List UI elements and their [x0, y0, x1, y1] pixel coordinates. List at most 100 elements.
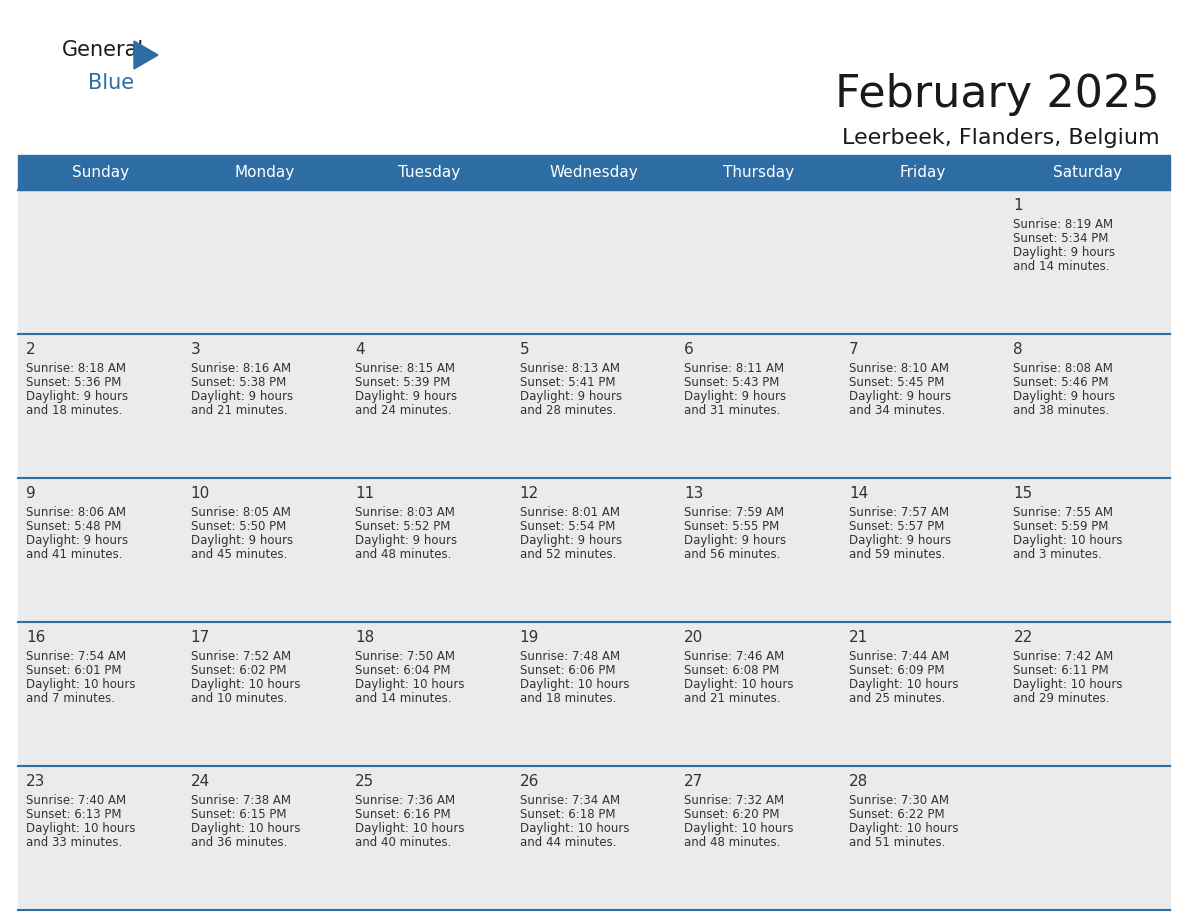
Bar — [18, 155, 1170, 190]
Text: Sunrise: 8:05 AM: Sunrise: 8:05 AM — [190, 506, 290, 519]
Text: Daylight: 9 hours: Daylight: 9 hours — [190, 390, 292, 403]
Text: Sunrise: 7:30 AM: Sunrise: 7:30 AM — [849, 794, 949, 807]
Text: Sunrise: 7:54 AM: Sunrise: 7:54 AM — [26, 650, 126, 663]
Text: Sunset: 5:46 PM: Sunset: 5:46 PM — [1013, 376, 1108, 389]
Text: Daylight: 9 hours: Daylight: 9 hours — [355, 534, 457, 547]
Text: Sunset: 5:50 PM: Sunset: 5:50 PM — [190, 520, 286, 533]
Text: 16: 16 — [26, 630, 45, 645]
Text: Sunset: 6:22 PM: Sunset: 6:22 PM — [849, 808, 944, 821]
Text: 21: 21 — [849, 630, 868, 645]
Text: and 45 minutes.: and 45 minutes. — [190, 548, 287, 561]
Text: and 38 minutes.: and 38 minutes. — [1013, 404, 1110, 417]
Text: Daylight: 9 hours: Daylight: 9 hours — [190, 534, 292, 547]
Text: 2: 2 — [26, 342, 36, 357]
Text: Daylight: 10 hours: Daylight: 10 hours — [26, 822, 135, 835]
Text: 14: 14 — [849, 486, 868, 501]
Text: 6: 6 — [684, 342, 694, 357]
Text: Sunrise: 7:52 AM: Sunrise: 7:52 AM — [190, 650, 291, 663]
Text: Sunrise: 7:36 AM: Sunrise: 7:36 AM — [355, 794, 455, 807]
Text: Daylight: 10 hours: Daylight: 10 hours — [355, 678, 465, 691]
Text: and 36 minutes.: and 36 minutes. — [190, 836, 287, 849]
Text: and 18 minutes.: and 18 minutes. — [519, 692, 617, 705]
Text: Friday: Friday — [901, 165, 947, 180]
Text: 20: 20 — [684, 630, 703, 645]
Text: and 29 minutes.: and 29 minutes. — [1013, 692, 1110, 705]
Text: 4: 4 — [355, 342, 365, 357]
Text: Monday: Monday — [235, 165, 295, 180]
Bar — [18, 622, 1170, 766]
Text: 26: 26 — [519, 774, 539, 789]
Text: Sunset: 5:36 PM: Sunset: 5:36 PM — [26, 376, 121, 389]
Text: Sunrise: 7:34 AM: Sunrise: 7:34 AM — [519, 794, 620, 807]
Text: Sunrise: 7:48 AM: Sunrise: 7:48 AM — [519, 650, 620, 663]
Text: Sunset: 6:04 PM: Sunset: 6:04 PM — [355, 664, 450, 677]
Text: Wednesday: Wednesday — [550, 165, 638, 180]
Text: 28: 28 — [849, 774, 868, 789]
Text: Daylight: 10 hours: Daylight: 10 hours — [849, 678, 959, 691]
Text: Daylight: 10 hours: Daylight: 10 hours — [519, 678, 630, 691]
Text: and 40 minutes.: and 40 minutes. — [355, 836, 451, 849]
Text: Saturday: Saturday — [1054, 165, 1123, 180]
Text: and 18 minutes.: and 18 minutes. — [26, 404, 122, 417]
Text: Daylight: 10 hours: Daylight: 10 hours — [684, 678, 794, 691]
Text: 13: 13 — [684, 486, 703, 501]
Text: Sunrise: 7:32 AM: Sunrise: 7:32 AM — [684, 794, 784, 807]
Text: Sunrise: 7:42 AM: Sunrise: 7:42 AM — [1013, 650, 1113, 663]
Text: Sunset: 5:48 PM: Sunset: 5:48 PM — [26, 520, 121, 533]
Text: Sunday: Sunday — [71, 165, 128, 180]
Text: 27: 27 — [684, 774, 703, 789]
Text: 19: 19 — [519, 630, 539, 645]
Bar — [18, 334, 1170, 478]
Text: and 44 minutes.: and 44 minutes. — [519, 836, 617, 849]
Text: and 52 minutes.: and 52 minutes. — [519, 548, 617, 561]
Text: 1: 1 — [1013, 198, 1023, 213]
Text: Sunset: 6:20 PM: Sunset: 6:20 PM — [684, 808, 779, 821]
Text: Sunrise: 7:44 AM: Sunrise: 7:44 AM — [849, 650, 949, 663]
Text: Sunset: 6:13 PM: Sunset: 6:13 PM — [26, 808, 121, 821]
Text: 25: 25 — [355, 774, 374, 789]
Text: Sunset: 5:52 PM: Sunset: 5:52 PM — [355, 520, 450, 533]
Text: and 51 minutes.: and 51 minutes. — [849, 836, 946, 849]
Text: and 7 minutes.: and 7 minutes. — [26, 692, 115, 705]
Text: Sunrise: 8:18 AM: Sunrise: 8:18 AM — [26, 362, 126, 375]
Text: Sunset: 5:59 PM: Sunset: 5:59 PM — [1013, 520, 1108, 533]
Text: Sunrise: 7:50 AM: Sunrise: 7:50 AM — [355, 650, 455, 663]
Text: Daylight: 9 hours: Daylight: 9 hours — [26, 534, 128, 547]
Text: and 48 minutes.: and 48 minutes. — [355, 548, 451, 561]
Text: Sunset: 6:02 PM: Sunset: 6:02 PM — [190, 664, 286, 677]
Bar — [18, 766, 1170, 910]
Text: and 21 minutes.: and 21 minutes. — [190, 404, 287, 417]
Text: Sunrise: 7:46 AM: Sunrise: 7:46 AM — [684, 650, 784, 663]
Text: Sunset: 5:43 PM: Sunset: 5:43 PM — [684, 376, 779, 389]
Text: and 33 minutes.: and 33 minutes. — [26, 836, 122, 849]
Text: and 25 minutes.: and 25 minutes. — [849, 692, 946, 705]
Text: 15: 15 — [1013, 486, 1032, 501]
Text: Daylight: 10 hours: Daylight: 10 hours — [190, 678, 301, 691]
Text: and 31 minutes.: and 31 minutes. — [684, 404, 781, 417]
Text: and 10 minutes.: and 10 minutes. — [190, 692, 287, 705]
Text: Daylight: 9 hours: Daylight: 9 hours — [849, 534, 950, 547]
Text: Sunset: 5:39 PM: Sunset: 5:39 PM — [355, 376, 450, 389]
Text: and 41 minutes.: and 41 minutes. — [26, 548, 122, 561]
Text: Sunrise: 8:11 AM: Sunrise: 8:11 AM — [684, 362, 784, 375]
Text: Sunset: 6:16 PM: Sunset: 6:16 PM — [355, 808, 450, 821]
Text: 9: 9 — [26, 486, 36, 501]
Bar — [18, 190, 1170, 334]
Text: 23: 23 — [26, 774, 45, 789]
Text: Daylight: 10 hours: Daylight: 10 hours — [355, 822, 465, 835]
Text: Sunrise: 8:03 AM: Sunrise: 8:03 AM — [355, 506, 455, 519]
Text: Sunset: 6:15 PM: Sunset: 6:15 PM — [190, 808, 286, 821]
Text: Sunrise: 8:10 AM: Sunrise: 8:10 AM — [849, 362, 949, 375]
Text: Daylight: 10 hours: Daylight: 10 hours — [1013, 534, 1123, 547]
Text: Daylight: 9 hours: Daylight: 9 hours — [849, 390, 950, 403]
Text: 17: 17 — [190, 630, 210, 645]
Text: Sunset: 5:38 PM: Sunset: 5:38 PM — [190, 376, 286, 389]
Polygon shape — [134, 41, 158, 69]
Text: and 59 minutes.: and 59 minutes. — [849, 548, 946, 561]
Text: 3: 3 — [190, 342, 201, 357]
Text: Sunrise: 7:38 AM: Sunrise: 7:38 AM — [190, 794, 291, 807]
Text: Daylight: 9 hours: Daylight: 9 hours — [26, 390, 128, 403]
Text: 18: 18 — [355, 630, 374, 645]
Text: Daylight: 9 hours: Daylight: 9 hours — [1013, 390, 1116, 403]
Text: General: General — [62, 40, 144, 60]
